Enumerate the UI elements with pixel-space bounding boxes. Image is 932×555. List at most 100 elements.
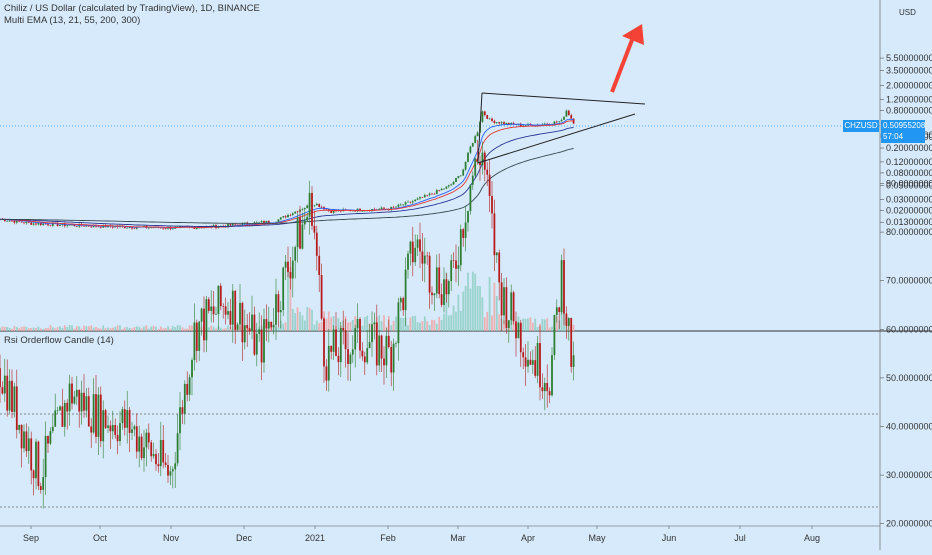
rsi-candle-body xyxy=(99,394,102,442)
rsi-candle-body xyxy=(207,299,210,311)
volume-bar xyxy=(73,328,76,331)
rsi-candle-body xyxy=(66,402,69,412)
volume-bar xyxy=(59,326,61,331)
price-candle-body xyxy=(63,223,66,227)
price-candle-body xyxy=(241,223,244,226)
volume-bar xyxy=(20,326,23,331)
rsi-candle-body xyxy=(433,293,436,296)
rsi-candle-body xyxy=(421,251,424,264)
price-candle-body xyxy=(409,201,412,203)
rsi-candle-body xyxy=(464,222,467,238)
volume-bar xyxy=(443,313,445,331)
volume-bar xyxy=(116,325,119,331)
rsi-candle-body xyxy=(371,324,373,343)
rsi-candle-body xyxy=(366,348,369,363)
rsi-candle-body xyxy=(323,318,325,367)
price-candle-body xyxy=(330,210,333,213)
rsi-candle-body xyxy=(548,391,551,396)
rsi-candle-body xyxy=(107,425,109,428)
price-axis[interactable]: 5.50000000 3.50000000 2.00000000 1.20000000… xyxy=(880,53,932,227)
breakout-arrow-icon[interactable] xyxy=(610,24,644,93)
price-candle-body xyxy=(294,211,297,214)
volume-bar xyxy=(277,328,280,331)
volume-bar xyxy=(114,326,117,331)
rsi-candle-body xyxy=(491,196,493,214)
rsi-candle-body xyxy=(553,314,556,356)
volume-bar xyxy=(123,327,126,331)
rsi-candle-body xyxy=(0,368,1,388)
rsi-candle-body xyxy=(407,253,409,270)
rsi-tick-label: 60.00000000 xyxy=(886,324,932,334)
rsi-candle-body xyxy=(104,410,107,428)
volume-bar xyxy=(71,325,73,331)
price-candle-body xyxy=(459,175,462,177)
rsi-indicator-label[interactable]: Rsi Orderflow Candle (14) xyxy=(4,335,114,346)
volume-bar xyxy=(476,285,479,331)
price-candle-body xyxy=(450,184,453,186)
rsi-candle-body xyxy=(500,282,503,316)
rsi-candle-body xyxy=(59,406,61,411)
ema-indicator-label[interactable]: Multi EMA (13, 21, 55, 200, 300) xyxy=(4,15,141,26)
rsi-candle-body xyxy=(289,272,292,279)
rsi-candle-body xyxy=(495,252,498,256)
rsi-candle-body xyxy=(143,447,145,459)
rsi-candle-body xyxy=(543,382,546,392)
rsi-candle-body xyxy=(246,325,249,329)
volume-bar xyxy=(219,327,222,331)
price-candle-body xyxy=(455,178,457,183)
ema-13-line xyxy=(0,118,574,229)
price-candle-body xyxy=(20,221,23,223)
price-candle-body xyxy=(267,220,270,223)
price-candle-body xyxy=(313,205,316,206)
volume-bar xyxy=(440,320,443,331)
volume-bar xyxy=(395,316,397,331)
rsi-candle-body xyxy=(109,425,112,432)
price-candle-body xyxy=(75,226,78,227)
price-candle-body xyxy=(231,223,234,226)
price-candle-body xyxy=(351,210,354,212)
triangle-pattern[interactable] xyxy=(477,92,646,164)
price-candle-body xyxy=(49,225,52,226)
price-candle-body xyxy=(289,214,292,216)
rsi-candle-body xyxy=(219,285,222,307)
time-axis[interactable]: Sep Oct Nov Dec 2021 Feb Mar Apr May Jun Jul Aug xyxy=(23,526,820,543)
volume-bar xyxy=(167,326,169,331)
rsi-candle-body xyxy=(330,345,333,352)
volume-bar xyxy=(551,326,553,331)
price-candle-body xyxy=(452,182,455,185)
volume-bar xyxy=(402,318,405,331)
rsi-candle-body xyxy=(13,386,16,412)
volume-bar xyxy=(111,327,114,331)
volume-bar xyxy=(354,316,357,331)
price-candle-body xyxy=(291,213,294,216)
price-candle-body xyxy=(524,125,527,127)
volume-bar xyxy=(8,327,11,331)
price-badge[interactable]: CHZUSD 0.50955208 57:04 xyxy=(843,120,925,143)
volume-bar xyxy=(318,323,321,331)
rsi-candle-body xyxy=(318,255,321,276)
volume-bar xyxy=(383,315,385,331)
volume-bar xyxy=(54,328,57,331)
rsi-candle-body xyxy=(563,260,565,314)
price-candle-body xyxy=(11,220,13,222)
price-candle-body xyxy=(23,222,25,224)
rsi-candle-body xyxy=(159,440,162,467)
rsi-candle-body xyxy=(145,432,148,448)
price-candle-body xyxy=(135,227,138,229)
rsi-candle-body xyxy=(536,343,539,376)
rsi-candle-body xyxy=(517,322,520,339)
rsi-candle-body xyxy=(565,313,568,326)
rsi-candle-body xyxy=(327,345,330,381)
price-candle-body xyxy=(570,115,573,119)
time-tick-label: Nov xyxy=(163,533,180,543)
price-candle-body xyxy=(392,206,395,208)
rsi-tick-label: 80.00000000 xyxy=(886,227,932,237)
price-value: 0.50955208 xyxy=(883,121,926,130)
time-tick-label: 2021 xyxy=(305,533,325,543)
volume-bar xyxy=(186,328,189,331)
volume-bar xyxy=(311,309,313,331)
rsi-candle-body xyxy=(284,261,287,268)
price-candle-body xyxy=(373,209,376,210)
